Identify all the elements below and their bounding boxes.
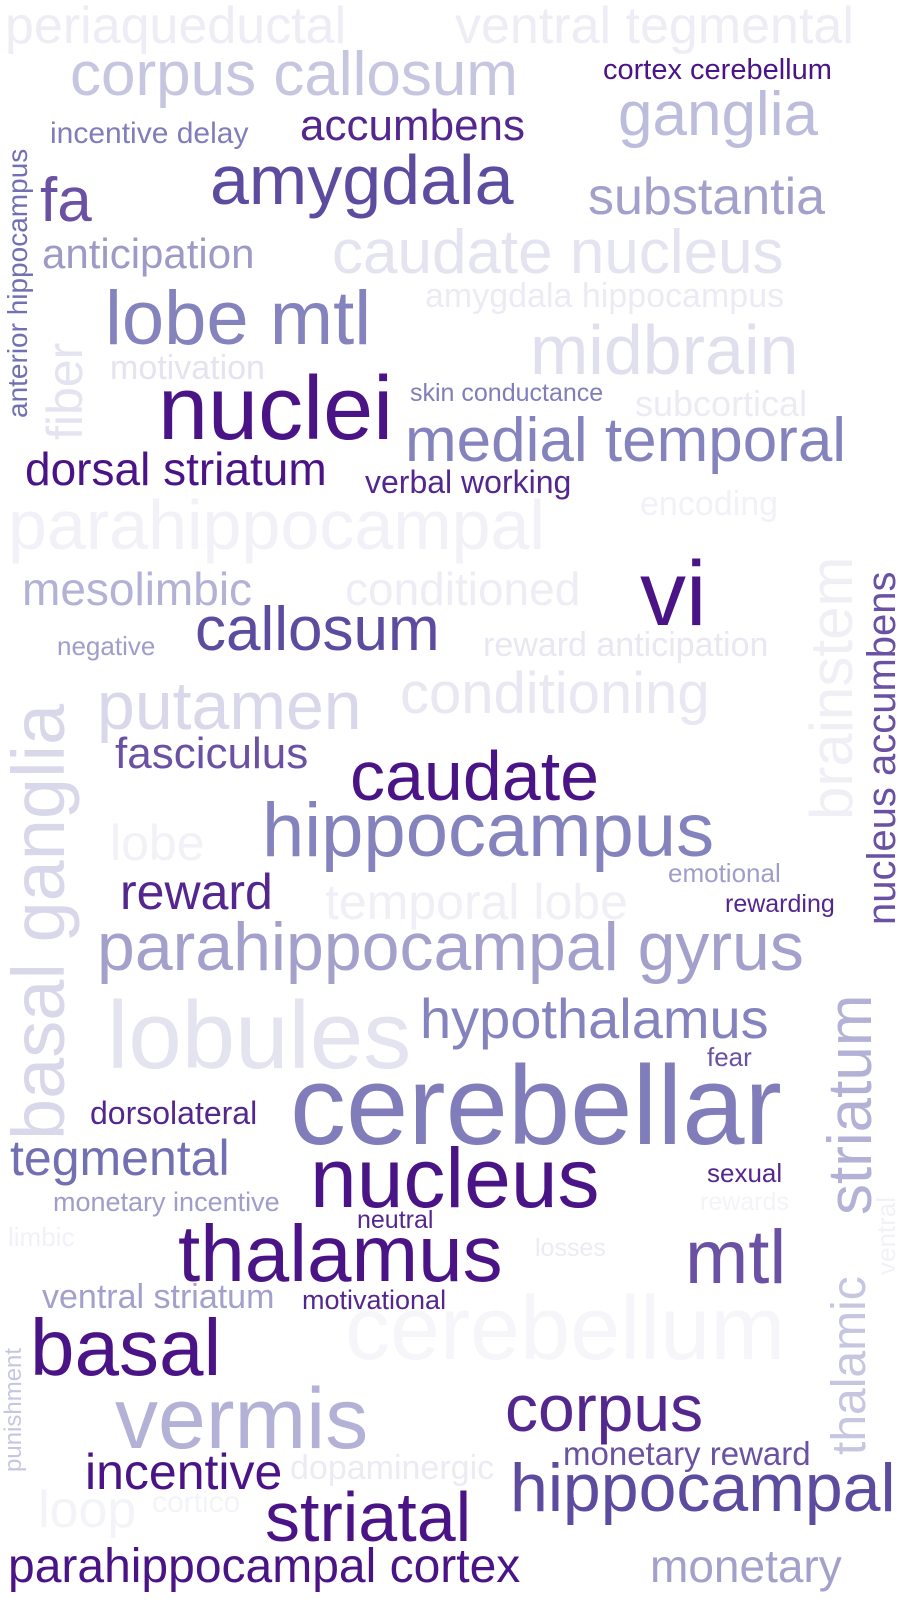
word-anticipation: anticipation xyxy=(42,230,255,277)
word-cerebellum: cerebellum xyxy=(345,1279,786,1379)
word-tegmental: tegmental xyxy=(10,1130,230,1186)
word-basal-ganglia: basal ganglia xyxy=(0,703,80,1140)
word-monetary: monetary xyxy=(650,1540,842,1592)
word-hippocampal: hippocampal xyxy=(510,1450,896,1526)
word-mesolimbic: mesolimbic xyxy=(22,563,253,615)
word-corpus: corpus xyxy=(505,1371,704,1445)
word-anterior-hippocampus: anterior hippocampus xyxy=(2,148,33,418)
word-fa: fa xyxy=(40,166,92,235)
word-midbrain: midbrain xyxy=(530,311,799,389)
word-lobules: lobules xyxy=(107,982,412,1089)
word-limbic: limbic xyxy=(8,1222,75,1252)
word-striatal: striatal xyxy=(265,1478,472,1556)
word-conditioning: conditioning xyxy=(400,661,710,726)
word-incentive-delay: incentive delay xyxy=(50,117,249,150)
word-amygdala-hippocampus: amygdala hippocampus xyxy=(425,277,785,315)
word-brainstem: brainstem xyxy=(798,556,865,820)
word-ventral-tegmental: ventral tegmental xyxy=(455,0,854,55)
word-ventral: ventral xyxy=(871,1196,900,1275)
word-motivation: motivation xyxy=(110,349,265,387)
word-cortico: cortico xyxy=(152,1486,241,1519)
word-medial-temporal: medial temporal xyxy=(405,406,847,475)
word-thalamus: thalamus xyxy=(178,1209,503,1298)
word-punishment: punishment xyxy=(0,1347,27,1472)
word-caudate-nucleus: caudate nucleus xyxy=(332,218,784,287)
word-cerebellar: cerebellar xyxy=(290,1043,782,1168)
word-negative: negative xyxy=(57,631,156,661)
word-conditioned: conditioned xyxy=(345,563,581,615)
word-striatum: striatum xyxy=(816,994,885,1215)
word-basal: basal xyxy=(30,1303,222,1392)
word-sexual: sexual xyxy=(707,1158,783,1188)
word-periaqueductal: periaqueductal xyxy=(5,0,347,55)
word-lobe-mtl: lobe mtl xyxy=(105,276,372,361)
word-dopaminergic: dopaminergic xyxy=(290,1449,495,1487)
word-encoding: encoding xyxy=(640,485,779,523)
word-skin-conductance: skin conductance xyxy=(410,379,604,407)
word-emotional: emotional xyxy=(668,858,781,888)
word-lobe: lobe xyxy=(110,815,205,871)
word-parahippocampal-gyrus: parahippocampal gyrus xyxy=(97,909,804,985)
word-amygdala: amygdala xyxy=(210,141,514,219)
word-corpus-callosum: corpus callosum xyxy=(70,40,518,109)
word-fear: fear xyxy=(707,1042,752,1072)
word-substantia: substantia xyxy=(588,168,826,226)
word-temporal-lobe: temporal lobe xyxy=(325,874,628,930)
word-dorsal-striatum: dorsal striatum xyxy=(25,443,327,495)
word-putamen: putamen xyxy=(97,668,362,744)
word-incentive: incentive xyxy=(85,1444,283,1500)
word-nuclei: nuclei xyxy=(158,359,394,459)
word-reward-anticipation: reward anticipation xyxy=(483,626,769,664)
word-nucleus-accumbens: nucleus accumbens xyxy=(860,571,900,925)
word-parahippocampal: parahippocampal xyxy=(8,486,546,564)
word-rewarding: rewarding xyxy=(725,890,835,918)
word-caudate: caudate xyxy=(350,737,600,815)
word-parahippocampal-cortex: parahippocampal cortex xyxy=(8,1540,521,1593)
word-cortex-cerebellum: cortex cerebellum xyxy=(603,54,832,86)
word-monetary-reward: monetary reward xyxy=(563,1435,811,1472)
word-thalamic: thalamic xyxy=(823,1276,876,1455)
word-rewards: rewards xyxy=(700,1188,789,1216)
word-hippocampus: hippocampus xyxy=(262,788,715,873)
word-vi: vi xyxy=(640,543,707,645)
word-vermis: vermis xyxy=(115,1371,369,1467)
word-hypothalamus: hypothalamus xyxy=(420,987,769,1050)
word-nucleus: nucleus xyxy=(310,1131,600,1225)
word-reward: reward xyxy=(120,864,273,920)
word-monetary-incentive: monetary incentive xyxy=(53,1187,280,1217)
word-subcortical: subcortical xyxy=(635,383,808,424)
word-losses: losses xyxy=(535,1234,606,1262)
word-fasciculus: fasciculus xyxy=(115,729,309,778)
word-ventral-striatum: ventral striatum xyxy=(42,1278,275,1316)
word-callosum: callosum xyxy=(195,595,440,664)
word-mtl: mtl xyxy=(685,1215,787,1300)
word-verbal-working: verbal working xyxy=(365,464,572,500)
word-fiber: fiber xyxy=(37,342,93,440)
word-dorsolateral: dorsolateral xyxy=(90,1095,258,1131)
word-motivational: motivational xyxy=(302,1285,447,1315)
word-loop: loop xyxy=(38,1481,137,1539)
word-accumbens: accumbens xyxy=(300,101,526,150)
word-neutral: neutral xyxy=(357,1206,434,1234)
word-ganglia: ganglia xyxy=(618,80,818,149)
